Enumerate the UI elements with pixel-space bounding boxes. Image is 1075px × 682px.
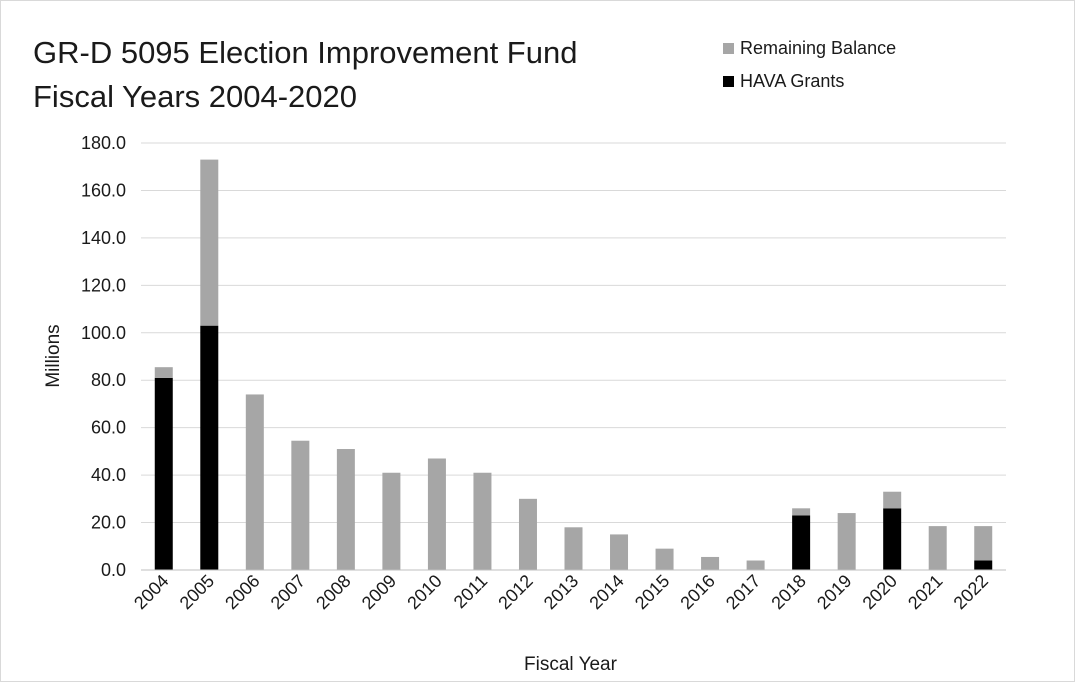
hava-grants-bar xyxy=(883,508,902,570)
remaining-balance-bar xyxy=(473,472,492,570)
x-tick-label: 2008 xyxy=(312,571,354,613)
y-tick-label: 40.0 xyxy=(91,465,126,485)
remaining-balance-bar xyxy=(291,440,310,570)
remaining-balance-bar xyxy=(200,159,219,326)
x-tick-label: 2016 xyxy=(676,571,718,613)
y-tick-label: 120.0 xyxy=(81,275,126,295)
remaining-balance-bar xyxy=(610,534,629,570)
y-tick-label: 60.0 xyxy=(91,418,126,438)
x-axis-label: Fiscal Year xyxy=(524,654,618,675)
legend-label-hava-grants: HAVA Grants xyxy=(740,70,845,91)
y-tick-label: 180.0 xyxy=(81,133,126,153)
x-tick-label: 2006 xyxy=(221,571,263,613)
x-tick-label: 2021 xyxy=(904,571,946,613)
remaining-balance-bar xyxy=(837,513,856,570)
remaining-balance-bar xyxy=(336,449,355,570)
remaining-balance-bar xyxy=(792,508,811,516)
remaining-balance-bar xyxy=(883,491,902,509)
bars xyxy=(154,159,993,570)
chart-title-line-2: Fiscal Years 2004-2020 xyxy=(33,79,358,114)
remaining-balance-bar xyxy=(974,526,993,561)
x-tick-label: 2022 xyxy=(950,571,992,613)
remaining-balance-bar xyxy=(564,527,583,570)
y-tick-label: 100.0 xyxy=(81,323,126,343)
legend-item-hava-grants: HAVA Grants xyxy=(723,69,896,93)
x-tick-label: 2011 xyxy=(450,571,492,613)
y-axis-label: Millions xyxy=(43,324,64,387)
legend-item-remaining-balance: Remaining Balance xyxy=(723,36,896,60)
legend-swatch-hava-grants xyxy=(723,75,734,87)
x-tick-label: 2005 xyxy=(176,571,218,613)
legend-swatch-remaining-balance xyxy=(723,42,734,54)
remaining-balance-bar xyxy=(701,556,720,570)
hava-grants-bar xyxy=(974,560,993,570)
hava-grants-bar xyxy=(792,515,811,570)
x-tick-label: 2014 xyxy=(585,571,627,613)
x-tick-label: 2018 xyxy=(768,571,810,613)
y-tick-label: 140.0 xyxy=(81,228,126,248)
legend-label-remaining-balance: Remaining Balance xyxy=(740,37,897,58)
remaining-balance-bar xyxy=(655,548,674,570)
x-axis-ticks: 2004 2005 2006 2007 2008 2009 2010 2011 2012 2013… xyxy=(130,571,992,613)
chart-legend: Remaining Balance HAVA Grants xyxy=(723,36,896,102)
x-tick-label: 2015 xyxy=(631,571,673,613)
hava-grants-bar xyxy=(154,377,173,570)
hava-grants-bar xyxy=(200,325,219,570)
gridlines xyxy=(141,142,1006,524)
remaining-balance-bar xyxy=(382,472,401,570)
y-tick-label: 160.0 xyxy=(81,180,126,200)
remaining-balance-bar xyxy=(245,394,264,570)
remaining-balance-bar xyxy=(928,526,947,570)
x-tick-label: 2019 xyxy=(813,571,855,613)
x-tick-label: 2007 xyxy=(267,571,309,613)
remaining-balance-bar xyxy=(746,560,765,570)
x-tick-label: 2009 xyxy=(358,571,400,613)
remaining-balance-bar xyxy=(427,458,446,570)
y-tick-label: 20.0 xyxy=(91,513,126,533)
x-tick-label: 2020 xyxy=(859,571,901,613)
chart-title-line-1: GR-D 5095 Election Improvement Fund xyxy=(33,35,578,70)
x-tick-label: 2012 xyxy=(494,571,536,613)
remaining-balance-bar xyxy=(154,367,173,378)
x-tick-label: 2017 xyxy=(722,571,764,613)
y-axis-ticks: 0.0 20.0 40.0 60.0 80.0 100.0 120.0 140.0 160.0 1… xyxy=(81,133,126,580)
x-tick-label: 2004 xyxy=(130,571,172,613)
x-tick-label: 2013 xyxy=(540,571,582,613)
remaining-balance-bar xyxy=(518,498,537,570)
x-tick-label: 2010 xyxy=(403,571,445,613)
y-tick-label: 0.0 xyxy=(101,560,126,580)
y-tick-label: 80.0 xyxy=(91,370,126,390)
chart-title: GR-D 5095 Election Improvement Fund Fisc… xyxy=(33,31,577,119)
